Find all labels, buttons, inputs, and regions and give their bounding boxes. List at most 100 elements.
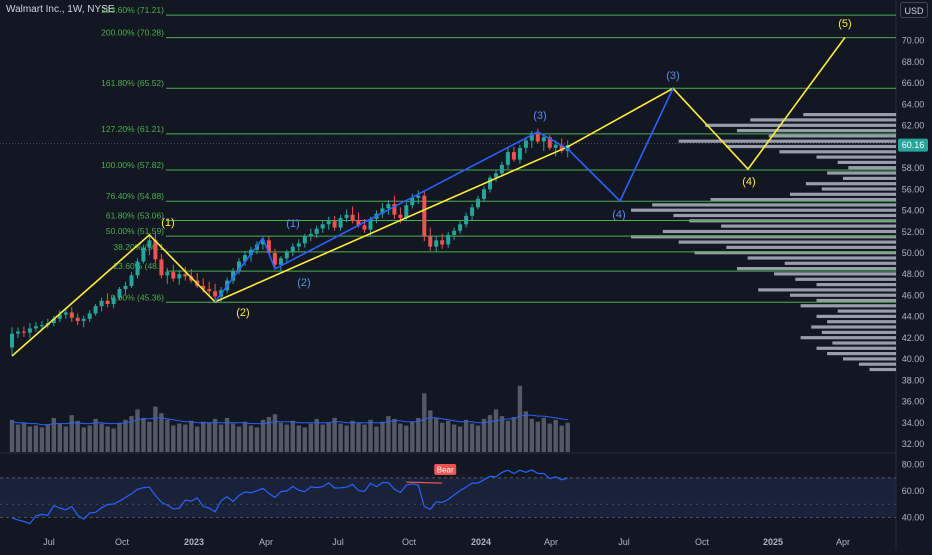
candle-body [123, 285, 128, 290]
primary-wave-line [11, 36, 846, 357]
fib-level-label: 76.40% (54.88) [106, 191, 164, 201]
candle-body [63, 312, 68, 315]
volume-bar [81, 427, 86, 452]
candle-body [135, 261, 140, 276]
volume-bar [314, 418, 319, 452]
time-tick-label: 2024 [471, 537, 491, 547]
candle-body [446, 234, 451, 245]
volume-bar [93, 418, 98, 452]
volume-profile-bar [832, 341, 896, 345]
candle-body [559, 144, 564, 152]
candle-body [416, 195, 421, 198]
volume-bar [15, 424, 21, 452]
price-tick-label: 54.00 [902, 206, 925, 216]
volume-bar [159, 413, 164, 452]
fib-level-label: 200.00% (70.28) [101, 28, 164, 38]
candle-body [308, 233, 313, 236]
time-tick-label: 2025 [763, 537, 783, 547]
volume-profile-bar [843, 357, 896, 361]
candle-body [69, 312, 74, 318]
volume-bar [230, 423, 236, 452]
price-tick-label: 62.00 [902, 121, 925, 131]
bear-label: Bear [437, 466, 454, 475]
time-tick-label: Jul [43, 537, 55, 547]
volume-bar [404, 425, 409, 452]
candle-body [260, 240, 265, 245]
secondary-wave-label: (3) [533, 110, 546, 122]
candle-body [33, 326, 38, 329]
candle-body [362, 225, 367, 230]
volume-bar [141, 417, 146, 452]
candle-body [428, 236, 433, 247]
candle-body [105, 300, 110, 304]
volume-bar [242, 421, 248, 452]
fib-level-label: 0.00% (45.36) [111, 292, 165, 302]
volume-bar [487, 415, 493, 452]
volume-profile-bar [768, 134, 896, 138]
volume-profile-bar [747, 256, 896, 260]
volume-profile-bar [827, 352, 896, 356]
price-tick-label: 40.00 [902, 354, 925, 364]
currency-button[interactable]: USD [900, 2, 928, 18]
volume-bar [565, 422, 570, 452]
volume-bar [147, 421, 152, 452]
current-price-tag [898, 138, 928, 152]
volume-profile-bar [869, 367, 896, 372]
candle-body [368, 219, 373, 230]
volume-bar [153, 406, 158, 452]
candle-body [386, 204, 391, 209]
candle-body [494, 173, 498, 178]
volume-bar [344, 425, 349, 452]
candle-body [75, 317, 80, 321]
price-tick-label: 48.00 [902, 269, 925, 279]
volume-profile-bar [816, 314, 896, 318]
candle-body [57, 314, 62, 319]
volume-bar [338, 423, 343, 452]
volume-bar [374, 426, 379, 452]
volume-profile-bar [827, 171, 896, 175]
candle-body [21, 331, 26, 333]
volume-bar [392, 418, 397, 452]
volume-bar [368, 419, 373, 452]
volume-profile-bar [805, 182, 896, 186]
price-tick-label: 36.00 [902, 397, 925, 407]
candle-body [278, 258, 283, 265]
volume-bar [511, 417, 517, 452]
time-tick-label: Oct [402, 537, 417, 547]
volume-bar [380, 421, 385, 452]
volume-profile-bar [816, 346, 896, 350]
volume-profile-bar [811, 325, 896, 329]
volume-bar [129, 416, 134, 452]
volume-bar [422, 393, 427, 452]
volume-bar [475, 425, 481, 452]
volume-bar [63, 426, 68, 452]
volume-bar [428, 410, 433, 452]
volume-bar [296, 425, 301, 452]
volume-profile-bar [705, 123, 896, 127]
candle-body [117, 289, 122, 298]
candle-body [541, 137, 546, 142]
volume-bar [284, 424, 289, 452]
price-tick-label: 68.00 [902, 57, 925, 67]
volume-bar [260, 419, 266, 452]
elliott-waves: (1) (2) (4) (5) (1) (2) (3) (4) (3) [11, 18, 852, 357]
volume-bar [254, 427, 260, 452]
volume-bar [212, 418, 218, 452]
primary-wave-label: (1) [161, 217, 174, 229]
price-tick-label: 52.00 [902, 227, 925, 237]
rsi-tick-label: 60.00 [902, 486, 925, 496]
price-tick-label: 56.00 [902, 184, 925, 194]
volume-bar [505, 420, 511, 452]
volume-bar [541, 417, 546, 452]
volume-bar [416, 417, 421, 452]
candle-body [284, 251, 289, 259]
candle-body [434, 240, 439, 247]
volume-bar [529, 418, 534, 452]
volume-profile-bar [800, 304, 896, 308]
candle-body [213, 291, 218, 297]
symbol-title: Walmart Inc., 1W, NYSE [6, 4, 115, 15]
axes: 70.00 68.00 66.00 64.00 62.00 60.16 58.00 56.00… [43, 36, 928, 547]
secondary-wave-label: (4) [612, 209, 625, 221]
volume-bar [224, 417, 230, 452]
